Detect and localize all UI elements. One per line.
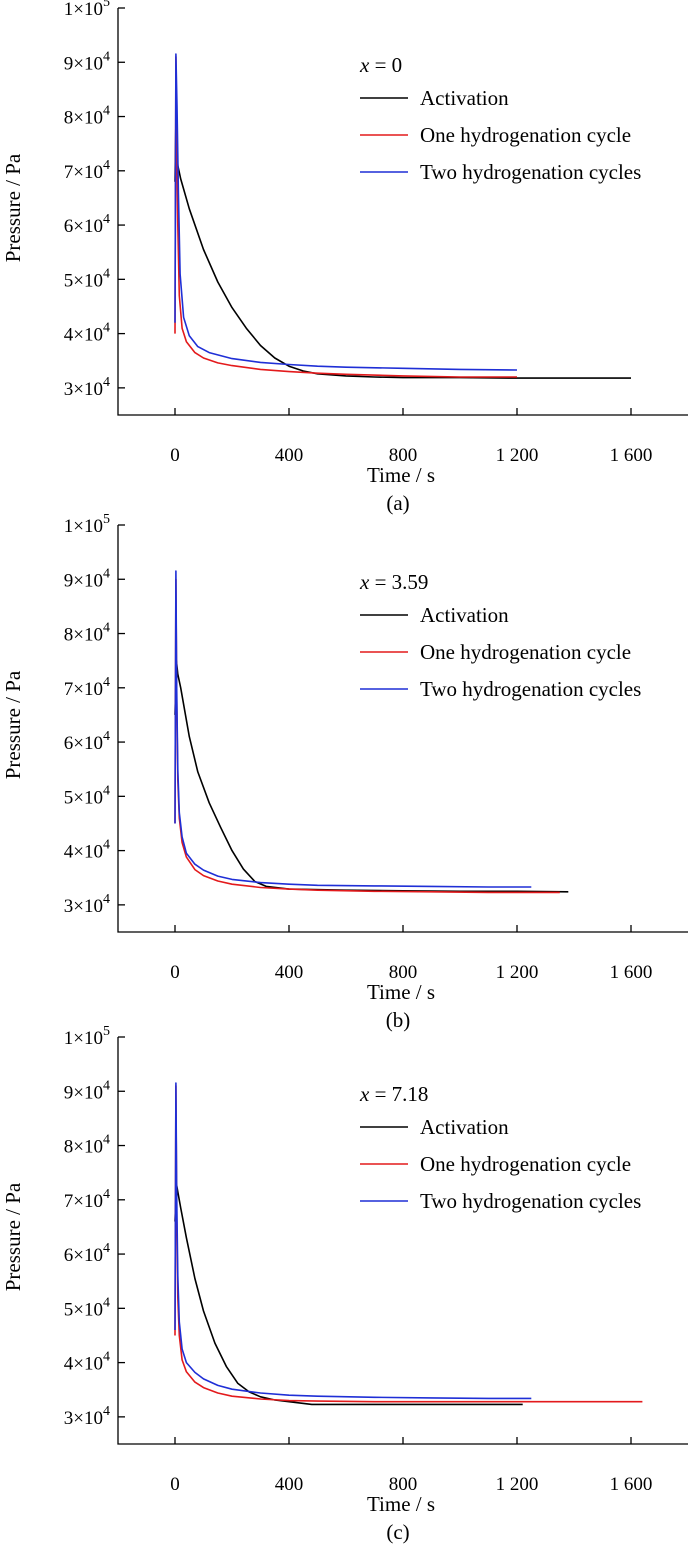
y-tick-label: 7×104 xyxy=(64,158,110,183)
y-tick-label: 6×104 xyxy=(64,212,110,237)
y-tick-label: 1×105 xyxy=(64,512,110,537)
y-axis-label: Pressure / Pa xyxy=(1,153,25,262)
axes-frame xyxy=(117,525,688,933)
chart-panel-a: 3×104 4×104 5×104 6×104 7×104 8×104 9×104 1×105… xyxy=(1,0,688,515)
x-axis-label: Time / s xyxy=(367,463,435,487)
y-tick-label: 9×104 xyxy=(64,49,110,74)
y-axis-label: Pressure / Pa xyxy=(1,670,25,779)
composition-annotation: x = 3.59 xyxy=(359,570,428,594)
x-tick-label: 0 xyxy=(170,1474,180,1495)
x-tick-label: 0 xyxy=(170,445,180,466)
y-tick-label: 8×104 xyxy=(64,1133,110,1158)
x-tick-label: 1 600 xyxy=(610,445,653,466)
y-axis-label: Pressure / Pa xyxy=(1,1182,25,1291)
y-tick-label: 3×104 xyxy=(64,1404,110,1429)
y-tick-label: 4×104 xyxy=(64,321,110,346)
y-tick-label: 6×104 xyxy=(64,729,110,754)
axes-frame xyxy=(117,1037,688,1445)
y-tick-label: 8×104 xyxy=(64,621,110,646)
y-tick-label: 9×104 xyxy=(64,1078,110,1103)
composition-annotation: x = 7.18 xyxy=(359,1082,428,1106)
chart-panel-c: 3×104 4×104 5×104 6×104 7×104 8×104 9×104 1×105… xyxy=(1,1024,688,1544)
x-axis-label: Time / s xyxy=(367,980,435,1004)
series-line-activation xyxy=(174,1182,523,1406)
panel-label: (c) xyxy=(386,1520,409,1544)
x-tick-label: 1 600 xyxy=(610,1474,653,1495)
y-tick-label: 5×104 xyxy=(64,783,110,808)
y-tick-label: 9×104 xyxy=(64,566,110,591)
composition-annotation: x = 0 xyxy=(359,53,402,77)
x-tick-label: 800 xyxy=(389,962,418,983)
x-tick-label: 800 xyxy=(389,1474,418,1495)
series-line-two-hydrogenation-cycles xyxy=(174,570,532,888)
x-tick-label: 1 200 xyxy=(496,962,539,983)
x-tick-label: 1 200 xyxy=(496,445,539,466)
legend-label: Two hydrogenation cycles xyxy=(420,1189,641,1213)
legend-label: Activation xyxy=(420,1115,509,1139)
y-tick-label: 5×104 xyxy=(64,1295,110,1320)
chart-panel-b: 3×104 4×104 5×104 6×104 7×104 8×104 9×104 1×105… xyxy=(1,512,688,1032)
legend-label: One hydrogenation cycle xyxy=(420,1152,631,1176)
y-tick-label: 7×104 xyxy=(64,675,110,700)
y-tick-label: 4×104 xyxy=(64,838,110,863)
y-tick-label: 3×104 xyxy=(64,375,110,400)
panel-label: (a) xyxy=(386,491,409,515)
y-tick-label: 3×104 xyxy=(64,892,110,917)
y-tick-label: 8×104 xyxy=(64,104,110,129)
legend-label: One hydrogenation cycle xyxy=(420,123,631,147)
series-line-activation xyxy=(174,121,631,379)
y-tick-label: 1×105 xyxy=(64,0,110,20)
x-axis-label: Time / s xyxy=(367,1492,435,1516)
legend-label: Activation xyxy=(420,86,509,110)
legend-label: One hydrogenation cycle xyxy=(420,640,631,664)
series-line-one-hydrogenation-cycle xyxy=(174,1085,643,1403)
x-tick-label: 0 xyxy=(170,962,180,983)
y-tick-label: 6×104 xyxy=(64,1241,110,1266)
legend-label: Two hydrogenation cycles xyxy=(420,677,641,701)
y-tick-label: 5×104 xyxy=(64,266,110,291)
y-tick-label: 4×104 xyxy=(64,1350,110,1375)
x-tick-label: 1 600 xyxy=(610,962,653,983)
series-line-two-hydrogenation-cycles xyxy=(174,53,518,371)
legend-label: Activation xyxy=(420,603,509,627)
x-tick-label: 400 xyxy=(275,445,304,466)
x-tick-label: 400 xyxy=(275,1474,304,1495)
x-tick-label: 1 200 xyxy=(496,1474,539,1495)
series-line-two-hydrogenation-cycles xyxy=(174,1082,532,1400)
legend-label: Two hydrogenation cycles xyxy=(420,160,641,184)
panel-label: (b) xyxy=(386,1008,411,1032)
y-tick-label: 7×104 xyxy=(64,1187,110,1212)
axes-frame xyxy=(117,8,688,416)
y-tick-label: 1×105 xyxy=(64,1024,110,1049)
x-tick-label: 800 xyxy=(389,445,418,466)
x-tick-label: 400 xyxy=(275,962,304,983)
series-line-one-hydrogenation-cycle xyxy=(174,56,517,378)
